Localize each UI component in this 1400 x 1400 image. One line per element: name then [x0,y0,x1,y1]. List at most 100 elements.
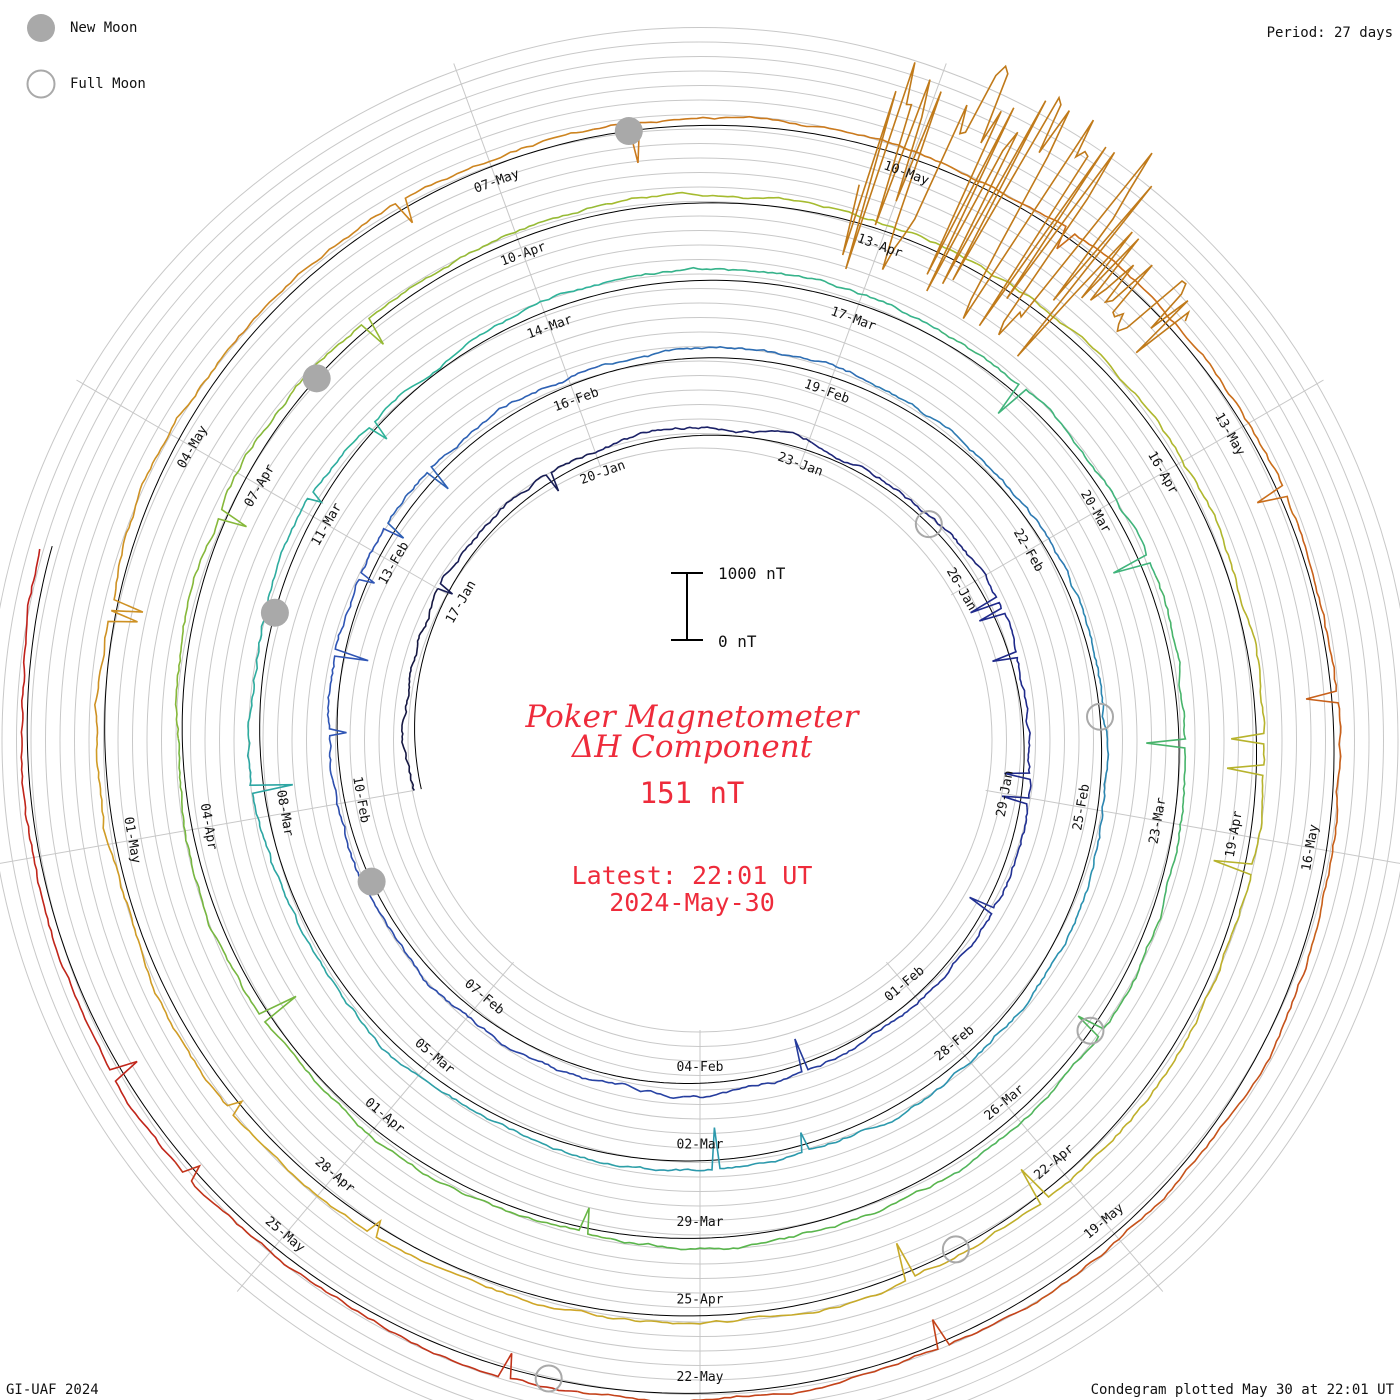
grid-ring [0,27,1400,1400]
full-moon-legend-label: Full Moon [70,76,146,92]
grid-spoke [886,961,1164,1292]
date-label: 07-Apr [242,462,279,510]
grid-ring [30,70,1370,1400]
data-line-segment [1025,962,1309,1310]
data-line-segment [976,262,1227,551]
date-label: 05-Mar [411,1036,457,1078]
data-line-segment [593,115,1014,201]
scale-top-label: 1000 nT [718,564,786,583]
data-line-segment [595,426,812,454]
data-line-segment [93,344,233,739]
new-moon-legend-label: New Moon [70,20,137,36]
date-label: 22-May [677,1370,724,1385]
new-moon-marker [302,364,331,393]
date-label: 29-Mar [677,1215,724,1230]
data-line-segment [400,588,439,791]
data-line-segment [937,328,1157,576]
data-line-segment [909,807,1029,1011]
data-line-segment [577,1307,1027,1400]
data-line-segment [930,855,1096,1096]
data-line-segment [1297,523,1342,963]
period-label: Period: 27 days [1267,25,1393,41]
data-line-segment [437,452,596,595]
date-label: 13-May [1211,410,1248,458]
data-line-segment [177,738,306,1071]
data-line-segment [811,441,989,582]
latest-time: Latest: 22:01 UT [572,861,813,890]
latest-date: 2024-May-30 [609,888,775,917]
full-moon-marker [1076,1016,1105,1045]
storm-excursion [841,62,1191,357]
date-label: 01-May [120,816,143,865]
date-label: 04-Apr [197,802,220,851]
chart-subtitle: ΔH Component [571,729,813,765]
full-moon-marker [914,510,943,539]
data-line-segment [246,751,373,1036]
date-label: 04-Feb [677,1060,724,1075]
data-line-segment [643,1094,932,1172]
full-moon-legend-icon [26,69,56,99]
data-line-segment [985,934,1233,1240]
new-moon-marker [260,598,289,627]
data-line-segment [20,719,176,1163]
data-line-segment [20,548,41,720]
data-line-segment [332,780,452,1006]
data-line-segment [610,1175,951,1251]
scale-bar: 1000 nT 0 nT [671,564,786,651]
date-label: 23-Mar [1147,796,1170,845]
data-line-segment [247,450,346,752]
data-line-segment [240,1122,598,1317]
scale-bottom-label: 0 nT [718,632,757,651]
data-line-segment [606,191,977,265]
plotted-label: Condegram plotted May 30 at 22:01 UT [1091,1382,1395,1398]
data-line-segment [174,394,292,739]
new-moon-marker [357,867,386,896]
date-label: 16-May [1299,823,1322,872]
grid-ring [1,41,1399,1400]
date-label: 25-Feb [1070,783,1093,832]
data-line-segment [371,1034,645,1170]
data-line-segment [869,381,1070,576]
data-line-segment [174,1161,578,1393]
grid-spoke [985,789,1400,864]
data-line-segment [231,128,595,346]
data-line-segment [304,1069,611,1240]
credit-label: GI-UAF 2024 [6,1382,99,1398]
new-moon-marker [614,117,643,146]
moon-markers [260,117,1115,1393]
date-label: 19-Apr [1223,810,1246,859]
full-moon-marker [941,1235,970,1264]
date-label: 08-Mar [273,789,296,838]
storm-line [841,62,1191,357]
date-label: 28-Apr [312,1155,358,1197]
date-label: 22-Feb [1010,526,1047,574]
grid-spoke [798,63,947,468]
data-line-segment [289,203,607,396]
current-value: 151 nT [640,776,745,810]
baseline-spiral [26,124,1335,1394]
data-line-segment [970,580,1032,808]
grid-spoke [76,379,450,596]
date-label: 25-Apr [677,1292,724,1307]
date-label: 10-Feb [349,775,372,824]
data-line-segment [1146,575,1187,910]
data-line-segment [450,1004,684,1100]
data-line-segment [949,909,1164,1177]
data-line-segment [1213,549,1266,936]
data-line-segment [597,1238,988,1325]
data-line-segment [683,1008,911,1099]
new-moon-legend-icon [27,14,55,42]
data-line-segment [615,266,939,331]
data-line-segment [598,345,870,384]
data-line-segment [95,738,244,1125]
date-label: 22-Apr [1031,1141,1077,1183]
series-baselines [26,124,1335,1394]
date-label: 17-Jan [443,578,479,626]
date-label: 02-Mar [677,1137,724,1152]
date-label: 20-Jan [578,458,627,488]
grid-ring [16,56,1384,1400]
series-lines [20,115,1342,1400]
date-label: 07-Feb [461,976,507,1018]
